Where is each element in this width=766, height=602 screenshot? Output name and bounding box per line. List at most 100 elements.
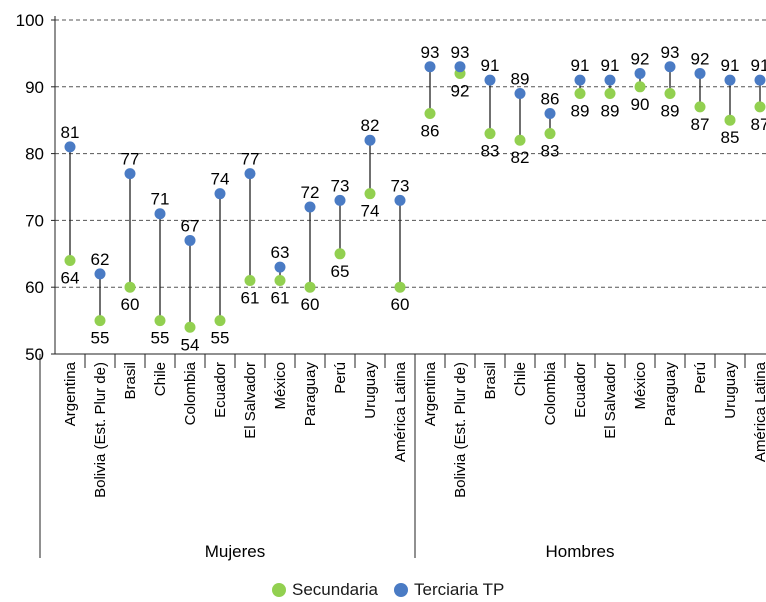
data-label-secundaria: 61 xyxy=(241,289,260,308)
point-terciaria xyxy=(454,61,466,73)
point-secundaria xyxy=(544,128,556,140)
category-label: América Latina xyxy=(752,361,766,462)
data-label-terciaria: 71 xyxy=(151,190,170,209)
point-secundaria xyxy=(574,87,586,99)
point-terciaria xyxy=(64,141,76,153)
category-label: El Salvador xyxy=(242,362,259,439)
legend-item-terciaria: Terciaria TP xyxy=(394,580,504,600)
data-label-secundaria: 86 xyxy=(421,122,440,141)
category-label: Perú xyxy=(692,362,709,394)
data-label-secundaria: 87 xyxy=(751,115,766,134)
data-label-terciaria: 62 xyxy=(91,250,110,269)
point-terciaria xyxy=(94,268,106,280)
legend-item-secundaria: Secundaria xyxy=(272,580,378,600)
point-secundaria xyxy=(154,315,166,327)
data-label-secundaria: 85 xyxy=(721,128,740,147)
category-label: Chile xyxy=(512,362,529,396)
point-terciaria xyxy=(484,74,496,86)
group-label: Hombres xyxy=(546,542,615,561)
category-label: Colombia xyxy=(542,361,559,425)
category-label: Paraguay xyxy=(302,362,319,427)
data-label-secundaria: 89 xyxy=(571,101,590,120)
y-tick-label: 70 xyxy=(25,211,44,230)
data-label-secundaria: 90 xyxy=(631,95,650,114)
category-label: Brasil xyxy=(122,362,139,400)
point-secundaria xyxy=(754,101,766,113)
point-secundaria xyxy=(394,281,406,293)
data-label-secundaria: 89 xyxy=(661,101,680,120)
point-terciaria xyxy=(184,234,196,246)
data-label-secundaria: 82 xyxy=(511,148,530,167)
point-terciaria xyxy=(214,188,226,200)
category-label: Chile xyxy=(152,362,169,396)
data-label-terciaria: 91 xyxy=(481,56,500,75)
data-label-secundaria: 55 xyxy=(151,329,170,348)
category-label: Colombia xyxy=(182,361,199,425)
point-terciaria xyxy=(124,168,136,180)
data-label-terciaria: 72 xyxy=(301,183,320,202)
data-label-terciaria: 67 xyxy=(181,216,200,235)
point-terciaria xyxy=(634,67,646,79)
data-label-secundaria: 55 xyxy=(211,329,230,348)
category-label: Ecuador xyxy=(212,362,229,418)
category-label: Argentina xyxy=(62,361,79,426)
y-tick-label: 50 xyxy=(25,345,44,364)
point-secundaria xyxy=(724,114,736,126)
point-terciaria xyxy=(274,261,286,273)
point-terciaria xyxy=(754,74,766,86)
legend-label-terciaria: Terciaria TP xyxy=(414,580,505,599)
point-secundaria xyxy=(94,315,106,327)
data-label-terciaria: 91 xyxy=(571,56,590,75)
point-terciaria xyxy=(364,134,376,146)
category-label: Ecuador xyxy=(572,362,589,418)
point-secundaria xyxy=(604,87,616,99)
point-terciaria xyxy=(694,67,706,79)
data-label-secundaria: 60 xyxy=(301,295,320,314)
point-secundaria xyxy=(424,108,436,120)
point-terciaria xyxy=(574,74,586,86)
data-label-terciaria: 77 xyxy=(121,150,140,169)
point-terciaria xyxy=(334,194,346,206)
category-label: Perú xyxy=(332,362,349,394)
data-label-secundaria: 87 xyxy=(691,115,710,134)
data-label-terciaria: 93 xyxy=(451,43,470,62)
category-label: México xyxy=(632,362,649,410)
point-secundaria xyxy=(214,315,226,327)
point-terciaria xyxy=(154,208,166,220)
data-label-terciaria: 73 xyxy=(391,176,410,195)
data-label-secundaria: 89 xyxy=(601,101,620,120)
point-secundaria xyxy=(514,134,526,146)
data-label-terciaria: 93 xyxy=(421,43,440,62)
legend: Secundaria Terciaria TP xyxy=(272,578,672,602)
point-secundaria xyxy=(364,188,376,200)
point-terciaria xyxy=(724,74,736,86)
point-secundaria xyxy=(484,128,496,140)
y-tick-label: 90 xyxy=(25,78,44,97)
point-terciaria xyxy=(424,61,436,73)
data-label-terciaria: 86 xyxy=(541,90,560,109)
data-label-terciaria: 91 xyxy=(751,56,766,75)
data-label-secundaria: 61 xyxy=(271,289,290,308)
data-label-secundaria: 83 xyxy=(481,142,500,161)
data-label-secundaria: 64 xyxy=(61,268,80,287)
point-terciaria xyxy=(544,108,556,120)
point-secundaria xyxy=(244,275,256,287)
data-label-terciaria: 77 xyxy=(241,150,260,169)
data-label-secundaria: 83 xyxy=(541,142,560,161)
y-tick-label: 100 xyxy=(16,11,44,30)
data-label-secundaria: 92 xyxy=(451,81,470,100)
point-secundaria xyxy=(124,281,136,293)
data-label-secundaria: 54 xyxy=(181,335,200,354)
point-secundaria xyxy=(334,248,346,260)
category-label: México xyxy=(272,362,289,410)
point-secundaria xyxy=(274,275,286,287)
category-label: El Salvador xyxy=(602,362,619,439)
y-tick-label: 80 xyxy=(25,145,44,164)
category-label: Brasil xyxy=(482,362,499,400)
point-secundaria xyxy=(664,87,676,99)
data-label-terciaria: 81 xyxy=(61,123,80,142)
category-label: Uruguay xyxy=(722,362,739,419)
y-tick-label: 60 xyxy=(25,278,44,297)
data-label-terciaria: 74 xyxy=(211,170,230,189)
